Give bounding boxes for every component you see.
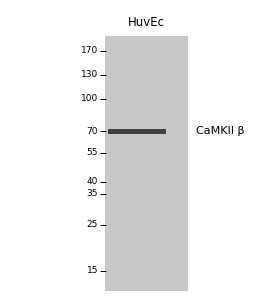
Text: 100: 100 (81, 94, 98, 103)
Text: 170: 170 (81, 46, 98, 55)
Text: 35: 35 (86, 190, 98, 199)
Text: 40: 40 (87, 177, 98, 186)
Text: HuvEc: HuvEc (128, 16, 165, 28)
Text: 15: 15 (86, 266, 98, 275)
Text: 25: 25 (87, 220, 98, 229)
Text: 130: 130 (81, 70, 98, 80)
Text: CaMKII β: CaMKII β (196, 126, 245, 136)
Bar (105, 36, 188, 291)
Text: 55: 55 (86, 148, 98, 158)
Bar (108, 129, 166, 134)
Text: 70: 70 (86, 127, 98, 136)
